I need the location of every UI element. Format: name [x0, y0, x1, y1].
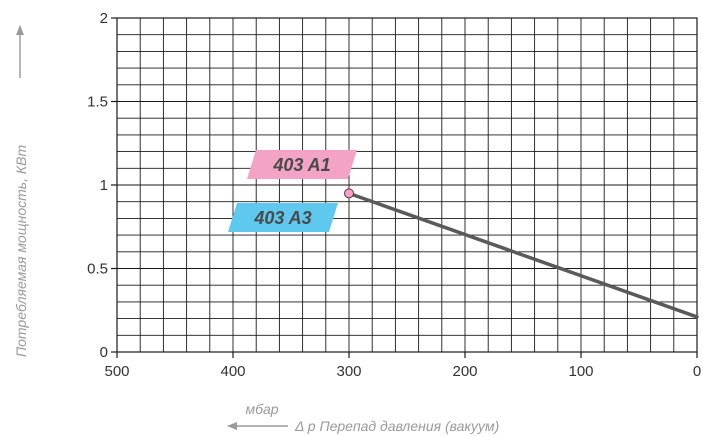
- x-tick-label: 100: [568, 363, 593, 380]
- series-layer: [345, 189, 698, 317]
- y-tick-label: 1: [100, 177, 108, 194]
- x-tick-label: 500: [104, 363, 129, 380]
- y-tick-labels: 0 0.5 1 1.5 2: [87, 10, 117, 361]
- x-axis-unit: мбар: [245, 401, 278, 417]
- grid-minor: [117, 18, 697, 352]
- x-tick-label: 300: [336, 363, 361, 380]
- series-tag: 403 A3: [228, 203, 338, 232]
- x-tick-label: 200: [452, 363, 477, 380]
- y-tick-label: 0.5: [87, 261, 108, 278]
- x-tick-label: 0: [693, 363, 701, 380]
- y-tick-label: 0: [100, 344, 108, 361]
- series-tag: 403 A1: [247, 150, 357, 179]
- x-tick-labels: 500 400 300 200 100 0: [104, 352, 701, 380]
- y-axis-title: Потребляемая мощность, КВт: [13, 144, 29, 357]
- series-line: [349, 193, 697, 317]
- y-tick-label: 2: [100, 10, 108, 27]
- y-tick-label: 1.5: [87, 94, 108, 111]
- x-axis-title: Δ p Перепад давления (вакуум): [294, 418, 499, 434]
- series-start-point: [345, 189, 354, 198]
- series-tag-label: 403 A1: [272, 155, 330, 175]
- series-tags: 403 A1 403 A3: [228, 150, 357, 232]
- series-tag-label: 403 A3: [253, 208, 311, 228]
- x-tick-label: 400: [220, 363, 245, 380]
